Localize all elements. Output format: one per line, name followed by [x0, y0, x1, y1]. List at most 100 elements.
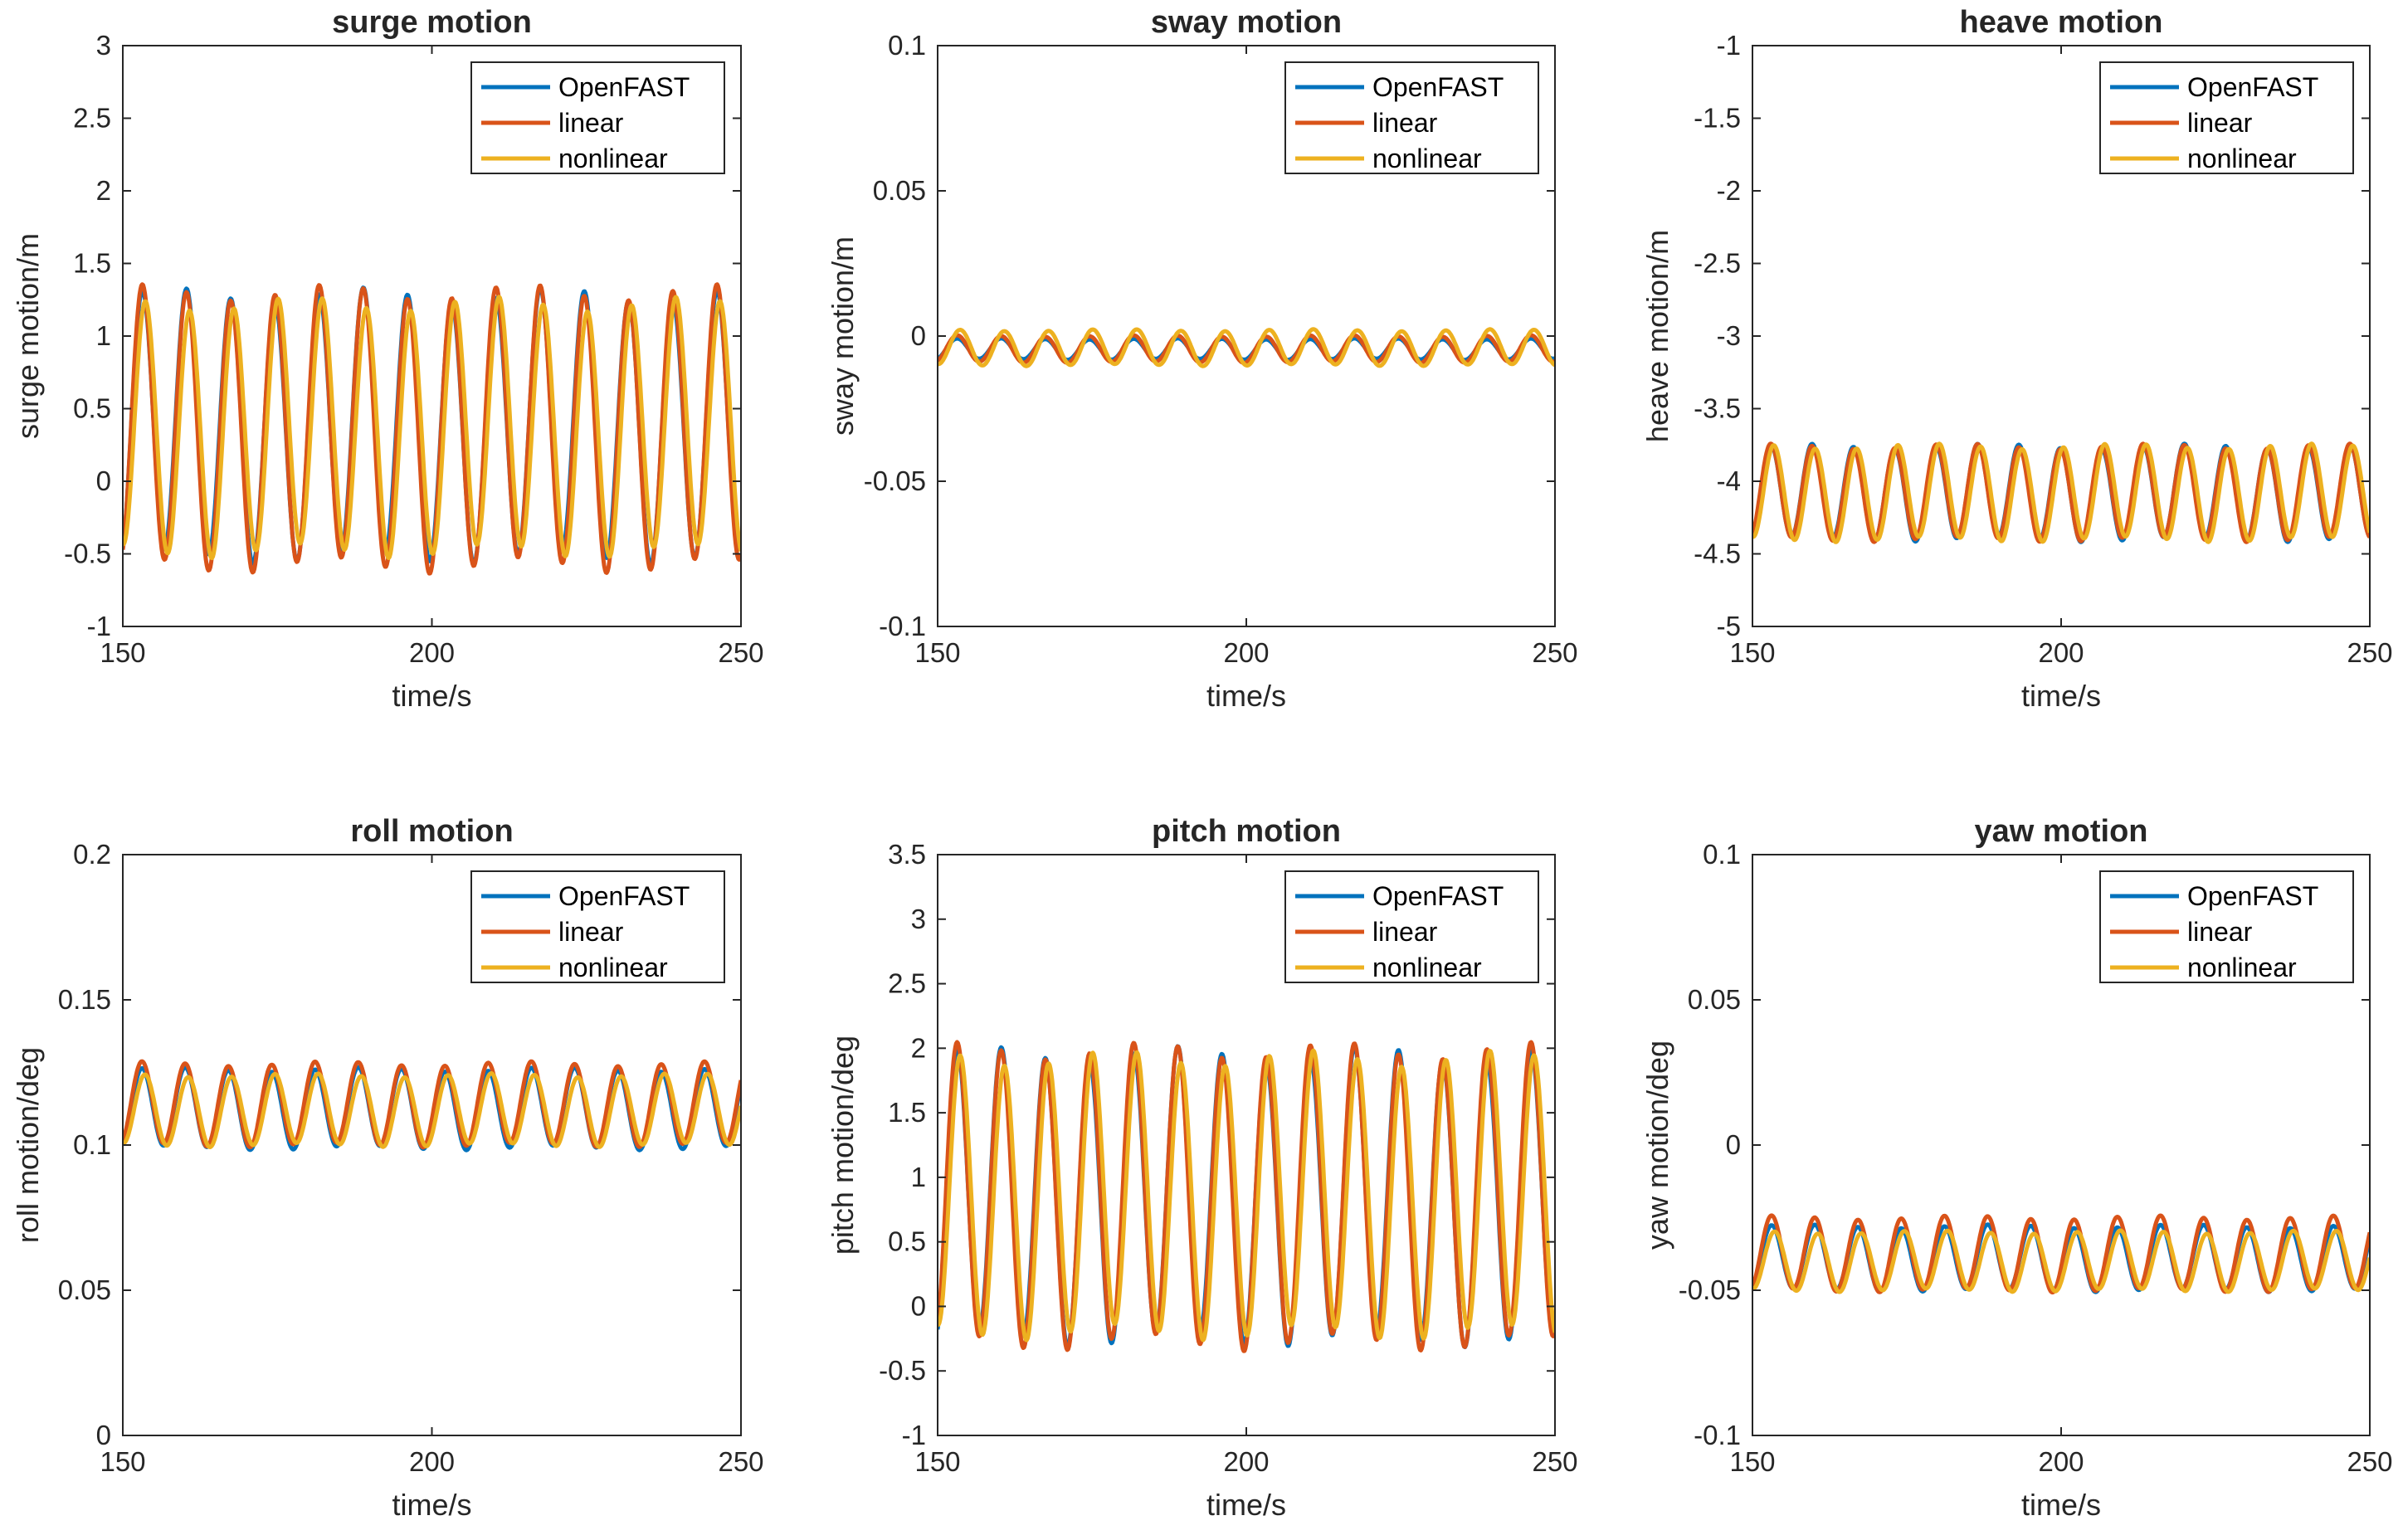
series-lines: [938, 1040, 1555, 1353]
legend-entry-linear: linear: [2187, 108, 2253, 138]
x-tick-label: 150: [100, 1446, 145, 1477]
y-tick-label: 2.5: [888, 968, 926, 999]
series-line-nonlinear: [123, 1071, 741, 1149]
legend-entry-openfast: OpenFAST: [558, 881, 690, 911]
chart-title: surge motion: [332, 5, 532, 40]
subplot-heave-motion: heave motion -5 -4.5 -4 -3.5 -3 -2.5 -2 -1.5 -1 15…: [1640, 5, 2393, 713]
series-lines: [1752, 441, 2370, 544]
y-tick-label: 2: [96, 175, 111, 206]
y-tick-label: 1: [911, 1162, 926, 1192]
x-tick-label: 250: [2347, 637, 2392, 668]
chart-title: sway motion: [1151, 5, 1342, 40]
y-tick-label: 0: [1726, 1129, 1741, 1160]
y-tick-label: 0: [96, 1420, 111, 1450]
y-tick-label: 3: [96, 30, 111, 61]
x-axis-label: time/s: [2021, 679, 2101, 713]
legend-entry-linear: linear: [558, 108, 624, 138]
series-line-nonlinear: [1752, 441, 2370, 544]
x-axis-label: time/s: [2021, 1488, 2101, 1522]
x-tick-label: 150: [1729, 637, 1775, 668]
series-line-nonlinear: [1752, 1228, 2370, 1294]
chart-title: heave motion: [1960, 5, 2163, 40]
y-axis-label: sway motion/m: [826, 236, 860, 436]
y-tick-label: -3.5: [1694, 393, 1741, 424]
legend-box: [1284, 61, 1539, 174]
y-tick-label: 0.15: [58, 984, 111, 1015]
y-tick-label: 1.5: [73, 248, 111, 279]
chart-title: pitch motion: [1152, 814, 1341, 849]
y-tick-label: 3.5: [888, 839, 926, 870]
y-tick-label: 0.05: [58, 1274, 111, 1305]
x-tick-label: 250: [718, 1446, 763, 1477]
legend-box: [2099, 870, 2354, 983]
legend-entry-nonlinear: nonlinear: [1372, 144, 1482, 173]
x-tick-label: 150: [914, 637, 960, 668]
subplot-surge-motion: surge motion -1 -0.5 0 0.5 1 1.5 2 2.5 3 150 200 250…: [11, 5, 764, 713]
chart-title: roll motion: [350, 814, 513, 849]
legend: OpenFAST linear nonlinear: [2099, 870, 2354, 983]
y-tick-label: -5: [1717, 611, 1741, 641]
y-tick-label: 1.5: [888, 1097, 926, 1128]
legend-entry-openfast: OpenFAST: [558, 72, 690, 102]
y-tick-label: -0.05: [864, 465, 926, 496]
x-tick-label: 250: [718, 637, 763, 668]
x-tick-label: 150: [100, 637, 145, 668]
legend: OpenFAST linear nonlinear: [470, 61, 725, 174]
chart-title: yaw motion: [1974, 814, 2147, 849]
series-lines: [123, 1059, 741, 1153]
series-line-nonlinear: [938, 1048, 1555, 1343]
y-axis-label: heave motion/m: [1640, 230, 1674, 442]
x-tick-label: 200: [2038, 637, 2084, 668]
legend-entry-linear: linear: [1372, 108, 1438, 138]
y-tick-label: -3: [1717, 320, 1741, 351]
legend-entry-nonlinear: nonlinear: [558, 144, 668, 173]
y-tick-label: 0.5: [73, 393, 111, 424]
y-tick-label: 0: [96, 465, 111, 496]
y-axis-label: roll motion/deg: [11, 1047, 45, 1243]
x-tick-label: 150: [914, 1446, 960, 1477]
y-tick-label: -1: [87, 611, 111, 641]
legend: OpenFAST linear nonlinear: [470, 870, 725, 983]
y-tick-label: -1: [902, 1420, 926, 1450]
subplot-pitch-motion: pitch motion -1 -0.5 0 0.5 1 1.5 2 2.5 3 3.5 150 200…: [826, 814, 1578, 1522]
y-tick-label: 3: [911, 904, 926, 934]
x-tick-label: 150: [1729, 1446, 1775, 1477]
subplot-roll-motion: roll motion 0 0.05 0.1 0.15 0.2 150 200 250 time/…: [11, 814, 764, 1522]
x-tick-label: 200: [409, 637, 455, 668]
x-axis-label: time/s: [392, 1488, 471, 1522]
y-axis-label: pitch motion/deg: [826, 1036, 860, 1255]
x-tick-label: 200: [1223, 637, 1269, 668]
legend-box: [470, 61, 725, 174]
legend-entry-nonlinear: nonlinear: [558, 953, 668, 982]
series-line-linear: [1752, 1213, 2370, 1295]
x-tick-label: 200: [2038, 1446, 2084, 1477]
legend-entry-nonlinear: nonlinear: [2187, 953, 2297, 982]
legend-entry-linear: linear: [558, 917, 624, 947]
y-tick-label: 0.1: [1703, 839, 1741, 870]
y-tick-label: 0.05: [1688, 984, 1741, 1015]
y-tick-label: 0.1: [73, 1129, 111, 1160]
y-tick-label: -1: [1717, 30, 1741, 61]
x-tick-label: 200: [1223, 1446, 1269, 1477]
y-tick-label: 0.2: [73, 839, 111, 870]
x-tick-label: 250: [2347, 1446, 2392, 1477]
y-tick-label: -0.1: [879, 611, 926, 641]
y-tick-label: 0: [911, 1290, 926, 1321]
legend: OpenFAST linear nonlinear: [2099, 61, 2354, 174]
y-axis-label: yaw motion/deg: [1640, 1040, 1674, 1250]
series-line-linear: [938, 1040, 1555, 1353]
y-tick-label: -4: [1717, 465, 1741, 496]
series-line-nonlinear: [938, 327, 1555, 368]
x-axis-label: time/s: [392, 679, 471, 713]
x-tick-label: 200: [409, 1446, 455, 1477]
y-tick-label: -2.5: [1694, 248, 1741, 279]
series-lines: [123, 282, 741, 576]
legend: OpenFAST linear nonlinear: [1284, 61, 1539, 174]
x-tick-label: 250: [1532, 637, 1577, 668]
legend-box: [1284, 870, 1539, 983]
y-tick-label: -4.5: [1694, 539, 1741, 569]
legend-entry-openfast: OpenFAST: [2187, 881, 2318, 911]
y-tick-label: 1: [96, 320, 111, 351]
legend-entry-openfast: OpenFAST: [1372, 72, 1504, 102]
